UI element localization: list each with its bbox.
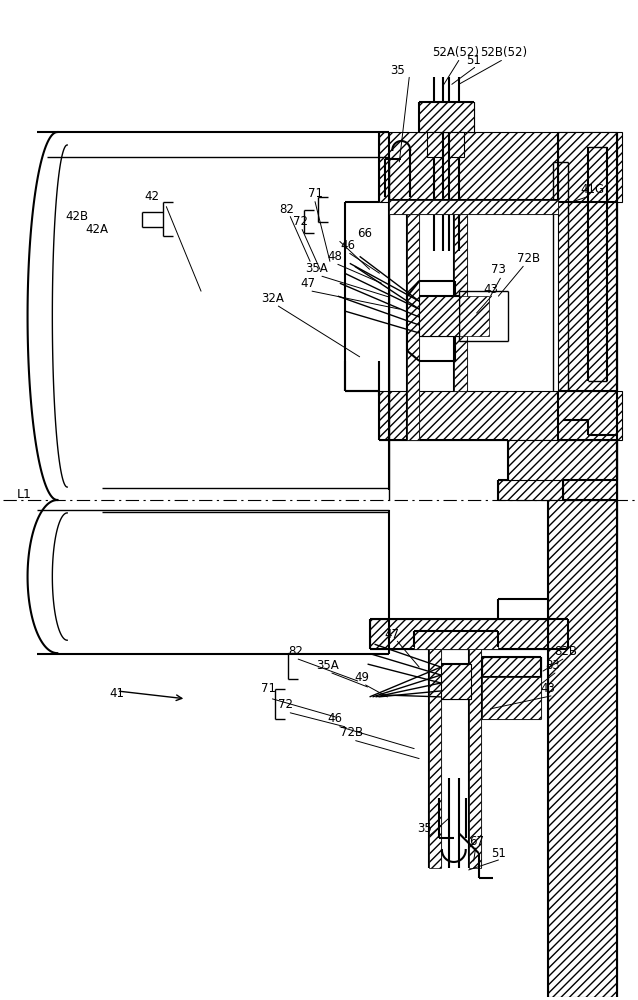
Polygon shape [441, 664, 471, 699]
Text: 83: 83 [545, 659, 560, 672]
Text: 82: 82 [288, 645, 302, 658]
Text: 82: 82 [279, 203, 293, 216]
Text: 72: 72 [293, 215, 308, 228]
Polygon shape [459, 296, 489, 336]
Polygon shape [414, 631, 498, 649]
Polygon shape [508, 440, 618, 500]
Text: 51: 51 [466, 54, 481, 67]
Text: 43: 43 [483, 283, 498, 296]
Text: 48: 48 [327, 250, 343, 263]
Text: 66: 66 [357, 227, 372, 240]
Polygon shape [369, 619, 568, 649]
Polygon shape [498, 480, 563, 500]
Polygon shape [482, 657, 541, 677]
Text: 42A: 42A [85, 223, 108, 236]
Polygon shape [454, 202, 467, 391]
Text: 41G: 41G [581, 183, 605, 196]
Text: 46: 46 [327, 712, 343, 725]
Polygon shape [548, 500, 618, 997]
Polygon shape [380, 391, 622, 440]
Text: 42: 42 [144, 190, 159, 203]
Text: 72B: 72B [517, 252, 540, 265]
Text: 67: 67 [469, 835, 484, 848]
Text: 35: 35 [390, 64, 404, 77]
Text: 72B: 72B [340, 726, 363, 739]
Text: 72: 72 [278, 698, 293, 711]
Text: L1: L1 [17, 488, 32, 501]
Polygon shape [558, 132, 618, 550]
Text: 35: 35 [417, 822, 431, 835]
Text: 52B(52): 52B(52) [480, 46, 527, 59]
Text: 47: 47 [300, 277, 316, 290]
Text: 51: 51 [491, 847, 506, 860]
Polygon shape [429, 649, 441, 868]
Text: 52A(52): 52A(52) [433, 46, 479, 59]
Polygon shape [427, 132, 442, 157]
Polygon shape [449, 132, 464, 157]
Polygon shape [380, 132, 622, 202]
Text: 71: 71 [261, 682, 276, 695]
Text: 32A: 32A [261, 292, 284, 305]
Polygon shape [419, 296, 459, 336]
Text: 82B: 82B [554, 645, 577, 658]
Text: 49: 49 [354, 671, 369, 684]
Text: 46: 46 [340, 239, 355, 252]
Polygon shape [482, 677, 541, 719]
Text: 35A: 35A [316, 659, 339, 672]
Polygon shape [469, 649, 480, 868]
Polygon shape [407, 202, 419, 440]
Polygon shape [389, 200, 558, 214]
Polygon shape [419, 102, 473, 132]
Text: 43: 43 [540, 682, 556, 695]
Text: 47: 47 [385, 628, 400, 641]
Text: 73: 73 [491, 263, 506, 276]
Text: 41: 41 [109, 687, 124, 700]
Text: 42B: 42B [66, 210, 89, 223]
Text: 35A: 35A [306, 262, 329, 275]
Text: 71: 71 [308, 187, 323, 200]
